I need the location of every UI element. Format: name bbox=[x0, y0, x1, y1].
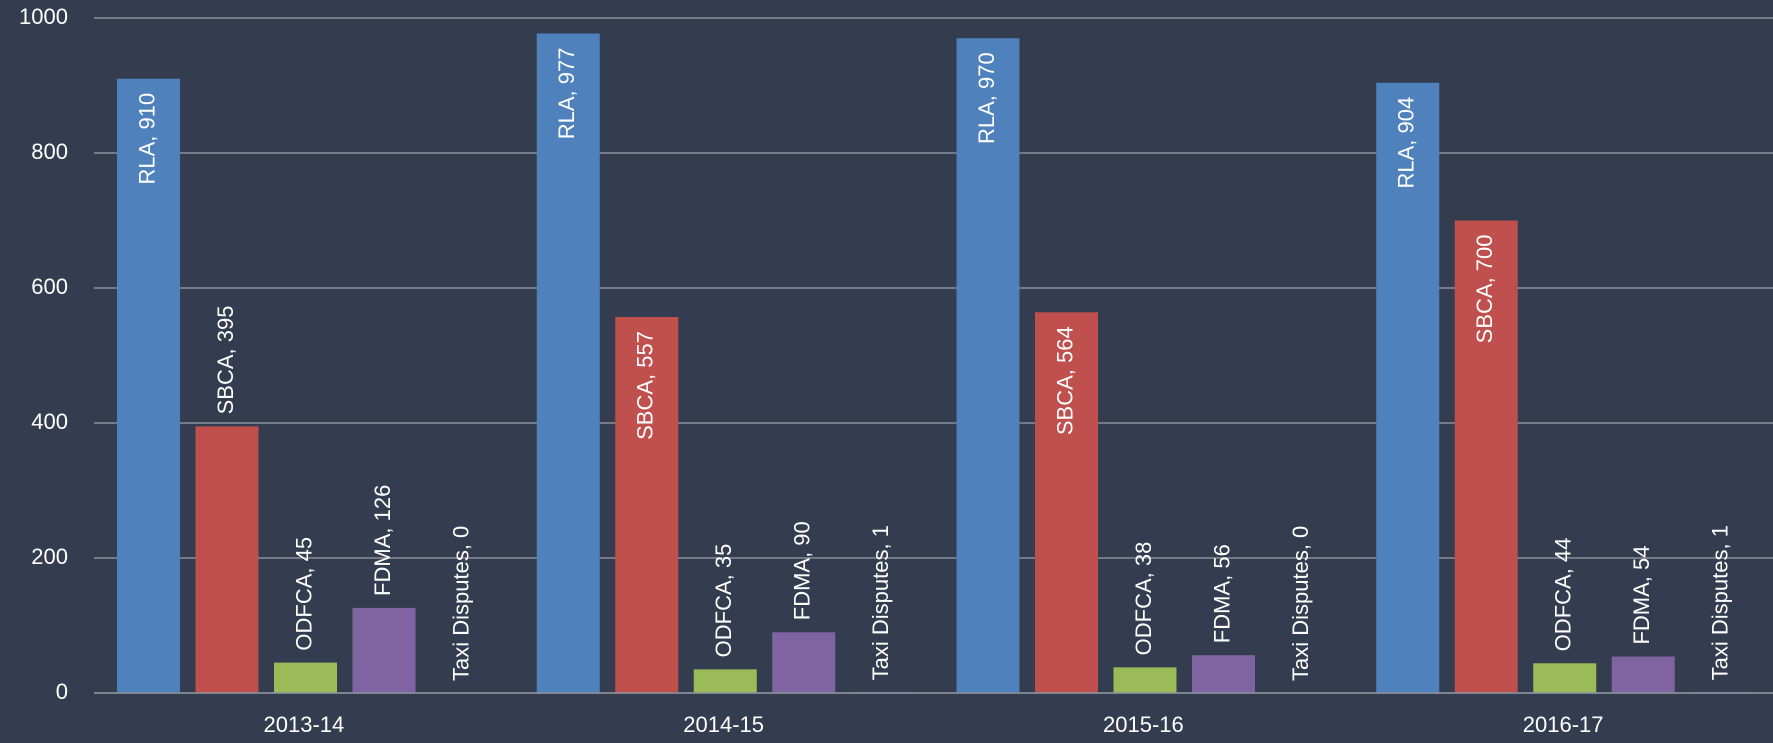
bar bbox=[352, 607, 416, 693]
x-tick-label: 2016-17 bbox=[1523, 712, 1604, 737]
data-label: ODFCA, 38 bbox=[1131, 542, 1156, 656]
x-tick-label: 2013-14 bbox=[264, 712, 345, 737]
bar bbox=[956, 38, 1020, 693]
data-label: RLA, 977 bbox=[554, 48, 579, 140]
data-label: ODFCA, 44 bbox=[1551, 538, 1576, 652]
data-label: FDMA, 54 bbox=[1629, 546, 1654, 645]
bar bbox=[772, 632, 836, 693]
data-label: ODFCA, 35 bbox=[711, 544, 736, 658]
data-label: FDMA, 56 bbox=[1209, 544, 1234, 643]
y-tick-label: 400 bbox=[31, 409, 68, 434]
data-label: Taxi Disputes, 0 bbox=[1288, 526, 1313, 681]
data-label: ODFCA, 45 bbox=[291, 537, 316, 651]
bar bbox=[693, 669, 757, 693]
data-label: SBCA, 557 bbox=[633, 331, 658, 440]
data-label: SBCA, 700 bbox=[1472, 235, 1497, 344]
bar bbox=[195, 426, 259, 693]
y-tick-label: 1000 bbox=[19, 4, 68, 29]
bar bbox=[1454, 220, 1518, 693]
x-tick-label: 2014-15 bbox=[683, 712, 764, 737]
data-label: SBCA, 564 bbox=[1052, 326, 1077, 435]
bar bbox=[615, 317, 679, 693]
data-label: Taxi Disputes, 1 bbox=[868, 525, 893, 680]
data-label: RLA, 904 bbox=[1394, 97, 1419, 189]
data-label: FDMA, 90 bbox=[790, 521, 815, 620]
bar bbox=[274, 662, 337, 693]
data-label: Taxi Disputes, 0 bbox=[448, 526, 473, 681]
y-tick-label: 200 bbox=[31, 544, 68, 569]
bar bbox=[1113, 667, 1177, 693]
bar bbox=[1192, 655, 1255, 693]
data-label: RLA, 910 bbox=[134, 93, 159, 185]
bar bbox=[536, 33, 600, 693]
bar bbox=[1533, 663, 1597, 693]
y-tick-label: 0 bbox=[56, 679, 68, 704]
bar bbox=[1376, 82, 1440, 694]
data-label: FDMA, 126 bbox=[370, 485, 395, 596]
data-label: SBCA, 395 bbox=[213, 306, 238, 415]
y-tick-label: 800 bbox=[31, 139, 68, 164]
x-tick-label: 2015-16 bbox=[1103, 712, 1184, 737]
bar bbox=[1611, 656, 1675, 693]
bar bbox=[1035, 312, 1098, 693]
data-label: Taxi Disputes, 1 bbox=[1708, 525, 1733, 680]
y-tick-label: 600 bbox=[31, 274, 68, 299]
bar bbox=[117, 78, 180, 693]
data-label: RLA, 970 bbox=[974, 52, 999, 144]
